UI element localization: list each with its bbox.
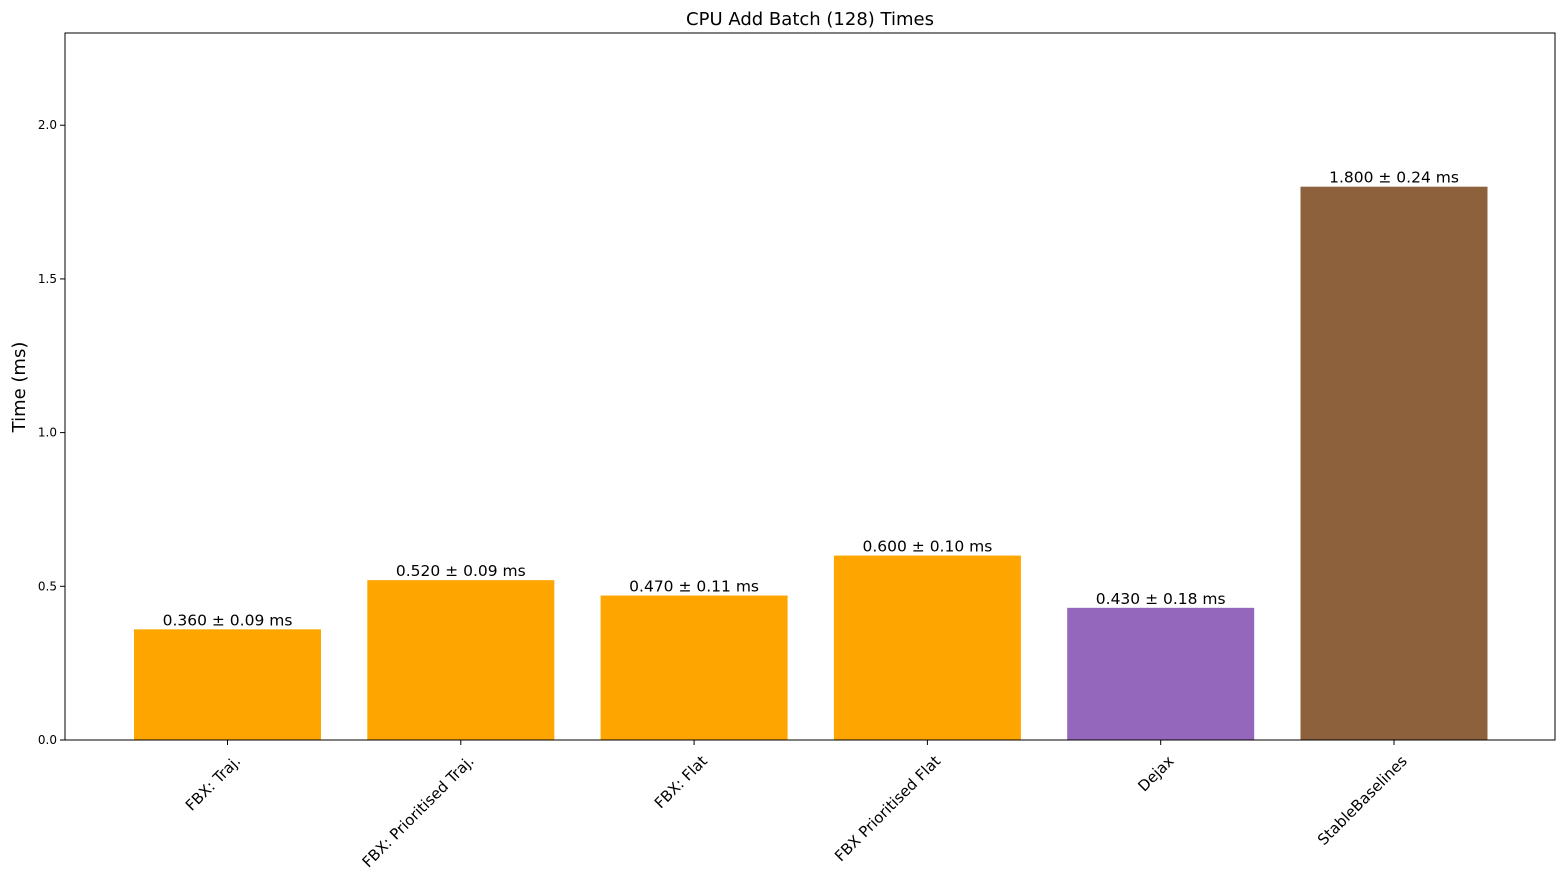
bar-value-label: 0.430 ± 0.18 ms — [1096, 590, 1226, 608]
bar-value-label: 0.600 ± 0.10 ms — [862, 538, 992, 556]
bar — [600, 595, 788, 740]
bar-labels-group: 0.360 ± 0.09 ms 0.520 ± 0.09 ms 0.470 ± 0.… — [163, 169, 1459, 630]
chart-title: CPU Add Batch (128) Times — [686, 9, 934, 30]
bar — [134, 629, 321, 740]
x-tick-label: StableBaselines — [1314, 752, 1411, 849]
y-axis-label: Time (ms) — [9, 342, 30, 434]
x-tick-label: FBX: Flat — [651, 752, 711, 812]
x-axis: FBX: Traj. FBX: Prioritised Traj. FBX: Fla… — [182, 740, 1411, 871]
bar — [1300, 186, 1488, 740]
bar-value-label: 1.800 ± 0.24 ms — [1329, 169, 1459, 187]
x-tick-label: FBX Prioritised Flat — [831, 752, 944, 865]
y-tick-label: 1.5 — [38, 272, 57, 286]
x-tick-label: FBX: Prioritised Traj. — [359, 752, 478, 871]
bar-value-label: 0.520 ± 0.09 ms — [396, 562, 526, 580]
bar-value-label: 0.360 ± 0.09 ms — [163, 611, 293, 629]
y-tick-label: 0.5 — [38, 579, 57, 593]
y-tick-label: 2.0 — [38, 118, 57, 132]
x-tick-label: FBX: Traj. — [182, 752, 244, 814]
bar — [1067, 607, 1255, 740]
bar-value-label: 0.470 ± 0.11 ms — [629, 578, 759, 596]
x-tick-label: Dejax — [1134, 752, 1177, 795]
plot-area-frame — [64, 32, 1556, 741]
y-tick-label: 1.0 — [38, 426, 57, 440]
bar — [833, 555, 1021, 740]
bar — [367, 580, 555, 740]
y-tick-label: 0.0 — [38, 733, 57, 747]
y-axis: 0.0 0.5 1.0 1.5 2.0 — [38, 118, 65, 747]
bars-group — [134, 186, 1488, 740]
